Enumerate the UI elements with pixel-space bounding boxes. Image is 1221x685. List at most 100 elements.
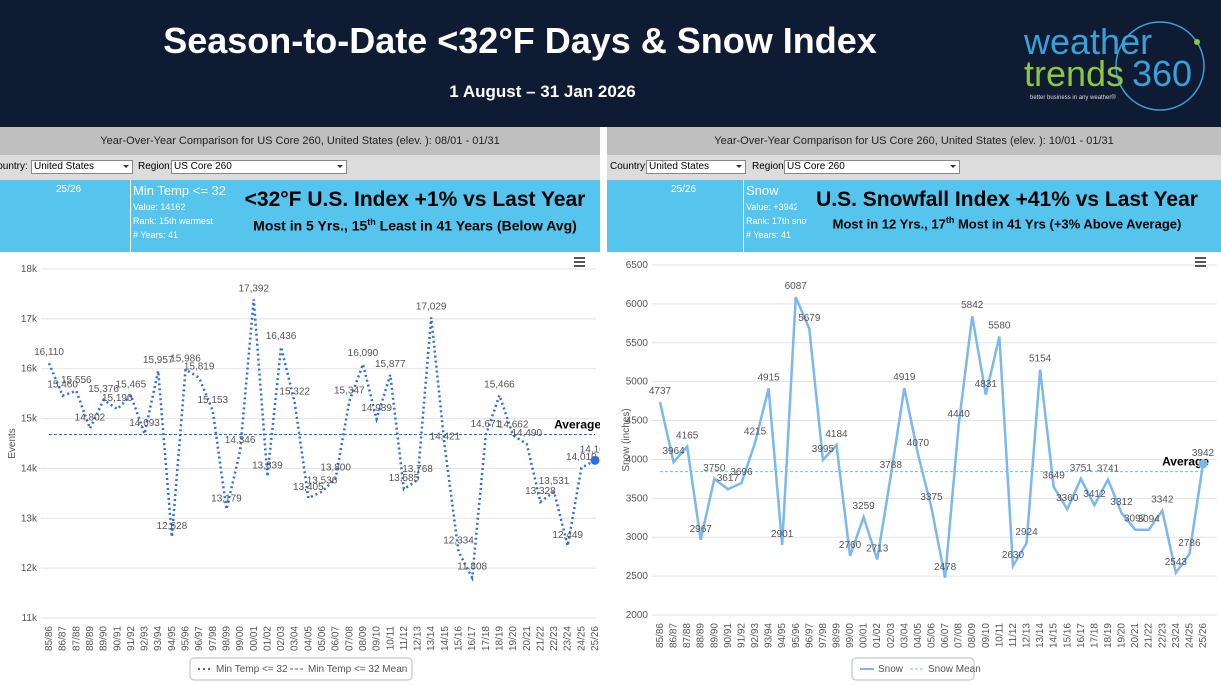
menu-icon[interactable] [1195, 261, 1206, 263]
x-tick-label: 90/91 [112, 626, 123, 651]
x-tick-label: 85/86 [655, 623, 666, 648]
data-label: 15,376 [88, 384, 119, 395]
x-tick-label: 91/92 [126, 626, 137, 651]
data-label: 17,029 [416, 301, 447, 312]
x-tick-label: 22/23 [1157, 623, 1168, 648]
subtitle: 1 August – 31 Jan 2026 [449, 82, 636, 101]
x-tick-label: 14/15 [1049, 623, 1060, 648]
data-label: 3942 [1192, 448, 1215, 459]
data-label: 3964 [662, 446, 685, 457]
data-label: 4919 [893, 372, 916, 383]
data-label: 4915 [757, 372, 780, 383]
x-tick-label: 07/08 [344, 626, 355, 651]
x-tick-label: 03/04 [899, 623, 910, 648]
y-tick-label: 12k [21, 563, 38, 574]
selectors: Country: United States Region: US Core 2… [607, 155, 1221, 180]
x-tick-label: 23/24 [563, 626, 574, 651]
y-tick-label: 11k [22, 613, 38, 624]
comparison: Year-Over-Year Comparison for US Core 26… [607, 127, 1221, 155]
data-label: 15,957 [143, 355, 174, 366]
data-label: 5580 [988, 321, 1011, 332]
x-tick-label: 88/89 [696, 623, 707, 648]
y-tick-label: 2000 [626, 610, 649, 621]
logo-number: 360 [1132, 53, 1193, 94]
data-label: 14,421 [430, 431, 461, 442]
subline-text: Most in 12 Yrs., 17 [832, 216, 946, 232]
region-select[interactable]: US Core 260 [171, 160, 347, 174]
x-tick-label: 98/99 [221, 626, 232, 651]
x-tick-label: 90/91 [723, 623, 734, 648]
legend-label: Snow Mean [928, 664, 981, 675]
x-tick-label: 18/19 [1103, 623, 1114, 648]
y-axis-title: Events [7, 428, 18, 459]
data-label: 4737 [649, 386, 672, 397]
x-tick-label: 21/22 [535, 626, 546, 651]
data-label: 12,449 [552, 530, 583, 541]
menu-icon[interactable] [574, 257, 585, 259]
data-label: 4165 [676, 431, 699, 442]
title: Season-to-Date <32°F Days & Snow Index [163, 20, 877, 61]
region-select[interactable]: US Core 260 [784, 160, 960, 174]
chart: 2000 2500 3000 3500 4000 4500 5000 5500 6000 6500… [621, 257, 1217, 681]
x-tick-label: 08/09 [358, 626, 369, 651]
x-tick-label: 93/94 [153, 626, 164, 651]
x-tick-label: 25/26 [1198, 623, 1209, 648]
x-tick-label: 09/10 [372, 626, 383, 651]
data-label: 13,839 [252, 460, 283, 471]
subline-sup: th [945, 215, 955, 225]
x-tick-label: 16/17 [467, 626, 478, 651]
y-tick-label: 18k [21, 264, 38, 275]
data-label: 14,693 [129, 418, 160, 429]
data-label: 12,334 [443, 535, 474, 546]
data-label: 6087 [785, 281, 808, 292]
menu-icon[interactable] [1195, 257, 1206, 259]
series-line [47, 299, 596, 583]
panel: Year-Over-Year Comparison for US Core 26… [0, 127, 600, 252]
x-tick-label: 03/04 [290, 626, 301, 651]
country-select[interactable]: United States [646, 160, 746, 174]
data-label: 13,536 [307, 476, 338, 487]
x-tick-label: 86/87 [58, 626, 69, 651]
menu-icon[interactable] [574, 261, 585, 263]
data-label: 3360 [1056, 493, 1079, 504]
stat: Value: 14162 [133, 202, 186, 212]
x-tick-label: 05/06 [317, 626, 328, 651]
data-label: 4215 [744, 427, 767, 438]
data-label: 14,662 [498, 419, 529, 430]
data-label: 2967 [690, 524, 713, 535]
x-tick-label: 92/93 [140, 626, 151, 651]
data-label: 4184 [825, 429, 848, 440]
chart: 11k 12k 13k 14k 15k 16k 17k 18k Events 85/86 86/87… [7, 257, 600, 681]
legend-label: Min Temp <= 32 [216, 664, 288, 675]
x-tick-label: 97/98 [818, 623, 829, 648]
data-label: 13,179 [211, 493, 242, 504]
panel: Year-Over-Year Comparison for US Core 26… [607, 127, 1221, 252]
y-tick-label: 15k [21, 414, 38, 425]
data-label: 15,556 [61, 375, 92, 386]
stat: # Years: 41 [133, 230, 179, 240]
y-tick-label: 4000 [626, 454, 649, 465]
x-tick-label: 02/03 [276, 626, 287, 651]
data-label: 3788 [880, 460, 903, 471]
x-tick-label: 04/05 [303, 626, 314, 651]
data-label: 2786 [1178, 538, 1201, 549]
y-axis-title: Snow (inches) [621, 408, 632, 471]
x-tick-label: 05/06 [927, 623, 938, 648]
y-tick-label: 17k [21, 314, 38, 325]
data-label: 3751 [1070, 463, 1093, 474]
x-tick-label: 12/13 [1022, 623, 1033, 648]
menu-icon[interactable] [574, 265, 585, 267]
data-label: 14,490 [511, 428, 542, 439]
country-select[interactable]: United States [31, 160, 133, 174]
menu-icon[interactable] [1195, 265, 1206, 267]
x-tick-label: 10/11 [994, 623, 1005, 648]
x-tick-label: 99/00 [235, 626, 246, 651]
x-tick-label: 95/96 [791, 623, 802, 648]
data-label: 3259 [853, 501, 876, 512]
season: 25/26 [56, 184, 82, 195]
y-tick-label: 14k [21, 463, 38, 474]
y-tick-label: 3500 [626, 493, 649, 504]
x-tick-label: 04/05 [913, 623, 924, 648]
x-tick-label: 02/03 [886, 623, 897, 648]
data-label: 4070 [907, 438, 930, 449]
